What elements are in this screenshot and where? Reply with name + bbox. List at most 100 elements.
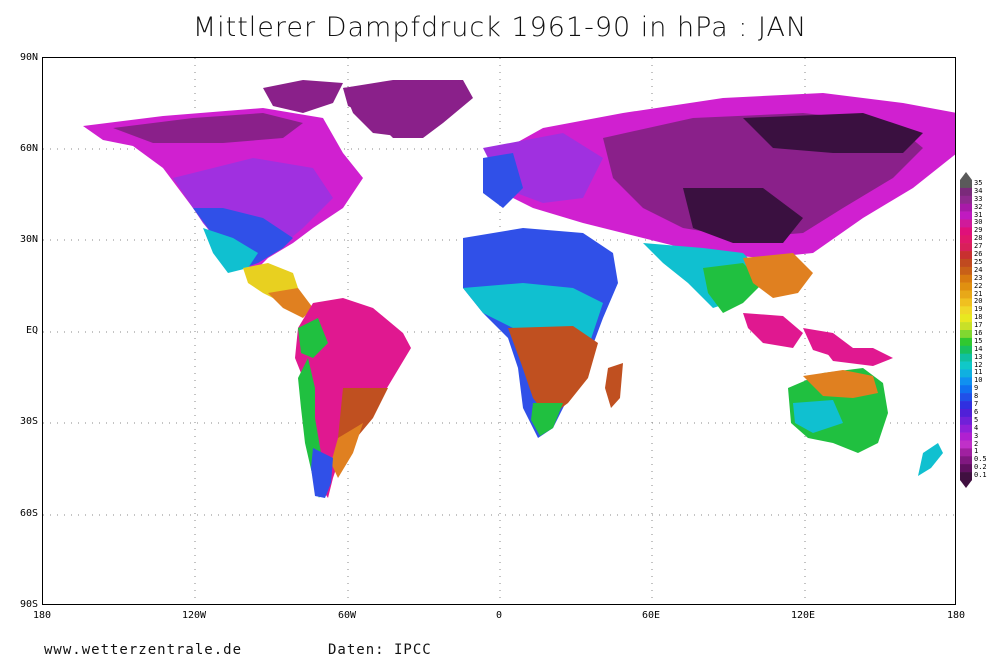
colorbar-swatch [960,353,972,362]
colorbar-level-label: 0.2 [974,463,987,472]
south-america [295,298,411,498]
lon-label-0: 0 [495,610,503,621]
colorbar-level-label: 13 [974,352,983,361]
colorbar-level-label: 26 [974,250,983,259]
lat-label-eq: EQ [25,325,38,336]
lat-label-90s: 90S [19,599,38,610]
africa [463,228,623,438]
colorbar-swatch [960,187,972,197]
lon-label-120w: 120W [181,610,207,621]
colorbar-swatch [960,235,972,244]
source-site: www.wetterzentrale.de [44,642,243,658]
colorbar-level-label: 8 [974,392,979,401]
colorbar-level-label: 25 [974,257,983,266]
colorbar-level-label: 12 [974,360,983,369]
colorbar-level-label: 3 [974,431,979,440]
world-map [42,57,956,605]
colorbar-swatch [960,456,972,465]
colorbar-swatch [960,361,972,370]
lon-label-120e: 120E [790,610,816,621]
lat-label-60s: 60S [19,508,38,519]
colorbar-swatch [960,424,972,433]
colorbar-level-label: 10 [974,376,983,385]
colorbar-level-label: 32 [974,202,983,211]
colorbar-level-label: 27 [974,242,983,251]
colorbar-level-label: 20 [974,297,983,306]
colorbar-level-label: 1 [974,447,979,456]
greenland [343,80,473,138]
colorbar-swatch [960,464,972,473]
colorbar-swatch [960,306,972,315]
colorbar-bottom-arrow [960,480,972,488]
colorbar-level-label: 9 [974,384,979,393]
colorbar-level-label: 5 [974,415,979,424]
colorbar-level-label: 17 [974,321,983,330]
colorbar-level-label: 23 [974,273,983,282]
colorbar-level-label: 18 [974,313,983,322]
colorbar-swatch [960,472,972,481]
colorbar-swatch [960,282,972,291]
colorbar-swatch [960,401,972,410]
colorbar-swatch [960,251,972,260]
colorbar-swatch [960,337,972,347]
colorbar-swatch [960,416,972,426]
colorbar-swatch [960,377,972,386]
colorbar-swatch [960,203,972,212]
se-asia [743,313,893,366]
map-title: Mittlerer Dampfdruck 1961-90 in hPa : JA… [192,12,808,43]
colorbar-swatch [960,227,972,236]
colorbar-swatch [960,219,972,228]
colorbar-level-label: 35 [974,179,983,187]
colorbar-swatch [960,330,972,339]
colorbar-swatch [960,274,972,283]
colorbar-swatch [960,432,972,441]
lon-label-180e: 180 [946,610,966,621]
colorbar-level-label: 29 [974,226,983,235]
colorbar-level-label: 7 [974,400,979,409]
colorbar-swatch [960,298,972,307]
colorbar-swatch [960,322,972,331]
colorbar-swatch [960,195,972,204]
colorbar-swatches [960,172,972,488]
colorbar [960,172,972,488]
colorbar-swatch [960,290,972,299]
lon-label-180w: 180 [32,610,52,621]
colorbar-level-label: 30 [974,218,983,227]
colorbar-level-label: 21 [974,289,983,298]
eurasia [483,93,955,313]
colorbar-level-label: 4 [974,423,979,432]
colorbar-swatch [960,440,972,449]
colorbar-level-label: 22 [974,281,983,290]
colorbar-level-label: 28 [974,234,983,243]
colorbar-level-label: 33 [974,194,983,203]
colorbar-swatch [960,211,972,220]
colorbar-level-label: 0.5 [974,455,987,464]
colorbar-swatch [960,385,972,394]
colorbar-top-arrow [960,172,972,180]
lat-label-60n: 60N [19,143,38,154]
lat-label-30s: 30S [19,416,38,427]
colorbar-level-label: 11 [974,368,983,377]
colorbar-swatch [960,266,972,276]
colorbar-level-label: 16 [974,329,983,337]
colorbar-swatch [960,345,972,354]
colorbar-swatch [960,258,972,268]
lon-label-60w: 60W [337,610,357,621]
colorbar-swatch [960,314,972,323]
colorbar-level-label: 34 [974,186,983,195]
data-credit: Daten: IPCC [328,642,432,658]
colorbar-level-label: 15 [974,336,983,345]
map-canvas [43,58,955,604]
colorbar-level-label: 6 [974,407,979,416]
colorbar-level-label: 0.1 [974,471,987,480]
lon-label-60e: 60E [641,610,661,621]
lat-label-30n: 30N [19,234,38,245]
colorbar-level-label: 31 [974,210,983,219]
colorbar-level-label: 14 [974,344,983,353]
colorbar-swatch [960,369,972,378]
australia [788,368,943,476]
lat-label-90n: 90N [19,52,38,63]
colorbar-level-label: 24 [974,265,983,274]
colorbar-level-label: 19 [974,305,983,314]
colorbar-swatch [960,393,972,402]
